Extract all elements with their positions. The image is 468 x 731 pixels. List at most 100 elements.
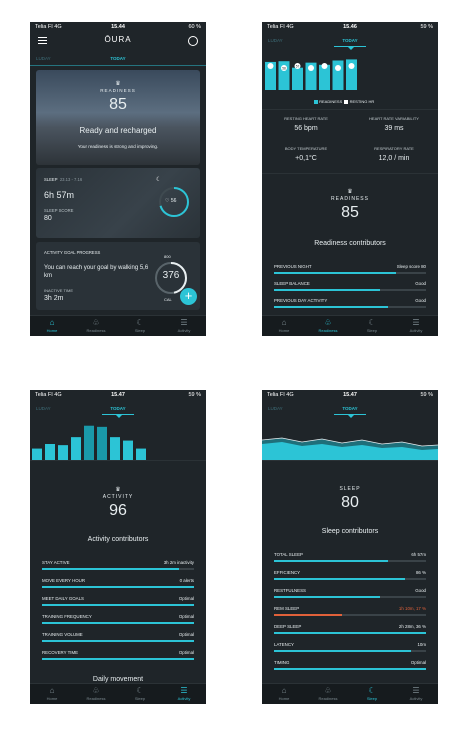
contributor-value: Good: [415, 281, 426, 286]
tab-yesterday[interactable]: LUDAY: [268, 406, 283, 411]
crown-icon: ♛: [115, 81, 121, 87]
nav-sleep[interactable]: ☾ Sleep: [350, 318, 394, 333]
contributor-row[interactable]: REM SLEEP 1h 10m, 17 %: [274, 604, 426, 621]
nav-readiness[interactable]: ♧ Readiness: [74, 686, 118, 701]
bottom-nav: ⌂ Home ♧ Readiness ☾ Sleep ☰ Activity: [30, 683, 206, 704]
activity-goal: 800: [164, 254, 171, 259]
contributor-fill: [274, 272, 396, 274]
activity-score: 96: [109, 502, 127, 519]
add-button[interactable]: +: [180, 288, 197, 305]
tab-today[interactable]: TODAY: [110, 406, 126, 411]
readiness-card[interactable]: ♛ READINESS 85 Ready and recharged Your …: [36, 70, 200, 165]
nav-home[interactable]: ⌂ Home: [30, 686, 74, 701]
menu-icon[interactable]: [38, 37, 47, 44]
contributor-row[interactable]: STAY ACTIVE 3h 2m inactivity: [42, 558, 194, 575]
day-tabs: LUDAY TODAY: [262, 34, 438, 50]
nav-sleep[interactable]: ☾ Sleep: [350, 686, 394, 701]
resting-hr-point: [348, 63, 355, 69]
battery: 59 %: [188, 392, 201, 398]
status-bar: Telia FI 4G 15.46 59 %: [262, 22, 438, 32]
activity-bar: [97, 426, 107, 460]
contributor-fill: [42, 658, 194, 660]
readiness-bar: [319, 64, 330, 90]
sleep-card[interactable]: SLEEP 23.13 - 7.16 6h 57m SLEEP SCORE 80…: [36, 168, 200, 238]
contributor-value: Optimal: [178, 632, 194, 637]
nav-home[interactable]: ⌂ Home: [262, 686, 306, 701]
crown-icon: ♛: [115, 487, 121, 493]
contributor-track: [274, 614, 426, 616]
nav-activity[interactable]: ☰ Activity: [394, 318, 438, 333]
contributor-label: PREVIOUS DAY ACTIVITY: [274, 298, 328, 303]
contributor-row[interactable]: TIMING Optimal: [274, 658, 426, 675]
tab-yesterday[interactable]: LUDAY: [36, 56, 51, 61]
chart-legend: READINESS RESTING HR: [314, 99, 374, 104]
network: 4G: [54, 24, 62, 30]
tab-yesterday[interactable]: LUDAY: [36, 406, 51, 411]
daily-movement-heading: Daily movement: [92, 676, 144, 683]
activity-icon: ☰: [180, 318, 188, 327]
tab-today[interactable]: TODAY: [342, 406, 358, 411]
contributor-row[interactable]: DEEP SLEEP 2h 28m, 36 %: [274, 622, 426, 639]
resting-hr-label: 57: [296, 64, 300, 68]
nav-readiness[interactable]: ♧ Readiness: [306, 318, 350, 333]
contributor-track: [274, 289, 426, 291]
status-time: 15.46: [343, 24, 357, 30]
contributors-heading: Sleep contributors: [321, 528, 379, 535]
nav-readiness[interactable]: ♧ Readiness: [74, 318, 118, 333]
status-time: 15.44: [111, 24, 125, 30]
nav-readiness[interactable]: ♧ Readiness: [306, 686, 350, 701]
carrier: Telia FI: [35, 24, 53, 30]
nav-home[interactable]: ⌂ Home: [30, 318, 74, 333]
status-bar: Telia FI 4G 15.47 59 %: [30, 390, 206, 400]
contributor-fill: [274, 306, 388, 308]
contributor-row[interactable]: PREVIOUS NIGHT Sleep score 80: [274, 262, 426, 279]
tab-yesterday[interactable]: LUDAY: [268, 38, 283, 43]
readiness-headline: Ready and recharged: [79, 126, 157, 135]
activity-card[interactable]: ACTIVITY GOAL PROGRESS You can reach you…: [36, 242, 200, 310]
nav-sleep[interactable]: ☾ Sleep: [118, 318, 162, 333]
sleep-duration: 6h 57m: [44, 190, 75, 200]
contributor-row[interactable]: MOVE EVERY HOUR 0 alerts: [42, 576, 194, 593]
network: 4G: [54, 392, 62, 398]
sleep-icon: ☾: [136, 686, 144, 695]
metric-hrv: HEART RATE VARIABILITY 39 ms: [369, 116, 419, 132]
resting-hr-point: [335, 65, 341, 71]
readiness-bar: [346, 59, 357, 90]
contributor-row[interactable]: SLEEP BALANCE Good: [274, 279, 426, 296]
moon-icon: ☾: [156, 177, 162, 183]
contributor-row[interactable]: RECOVERY TIME Optimal: [42, 648, 194, 665]
contributor-fill: [42, 586, 194, 588]
readiness-sub: Your readiness is strong and improving.: [77, 144, 159, 149]
nav-activity[interactable]: ☰ Activity: [394, 686, 438, 701]
contributor-row[interactable]: RESTFULNESS Good: [274, 586, 426, 603]
contributor-track: [274, 560, 426, 562]
contributor-label: TOTAL SLEEP: [274, 552, 303, 557]
ring-settings-icon[interactable]: [188, 36, 198, 46]
activity-icon: ☰: [412, 318, 420, 327]
network: 4G: [286, 24, 294, 30]
contributor-fill: [42, 568, 179, 570]
nav-activity[interactable]: ☰ Activity: [162, 686, 206, 701]
contributor-row[interactable]: TRAINING FREQUENCY Optimal: [42, 612, 194, 629]
legend-readiness-swatch: [314, 99, 318, 104]
activity-bar: [136, 448, 146, 460]
nav-activity[interactable]: ☰ Activity: [162, 318, 206, 333]
contributor-row[interactable]: TOTAL SLEEP 6h 57m: [274, 550, 426, 567]
nav-home[interactable]: ⌂ Home: [262, 318, 306, 333]
contributor-label: MEET DAILY GOALS: [42, 596, 84, 601]
contributor-track: [42, 586, 194, 588]
contributor-row[interactable]: LATENCY 10m: [274, 640, 426, 657]
tab-today[interactable]: TODAY: [110, 56, 126, 61]
contributor-row[interactable]: EFFICIENCY 86 %: [274, 568, 426, 585]
contributor-fill: [42, 640, 194, 642]
legend-hr-swatch: [344, 99, 349, 104]
contributor-track: [42, 658, 194, 660]
bottom-nav: ⌂ Home ♧ Readiness ☾ Sleep ☰ Activity: [30, 315, 206, 336]
contributor-row[interactable]: MEET DAILY GOALS Optimal: [42, 594, 194, 611]
contributor-row[interactable]: PREVIOUS DAY ACTIVITY Good: [274, 296, 426, 313]
tab-today[interactable]: TODAY: [342, 38, 358, 43]
contributor-row[interactable]: TRAINING VOLUME Optimal: [42, 630, 194, 647]
oura-logo: ŌURA: [104, 35, 132, 44]
nav-sleep[interactable]: ☾ Sleep: [118, 686, 162, 701]
legend-resting-hr: RESTING HR: [349, 99, 375, 104]
